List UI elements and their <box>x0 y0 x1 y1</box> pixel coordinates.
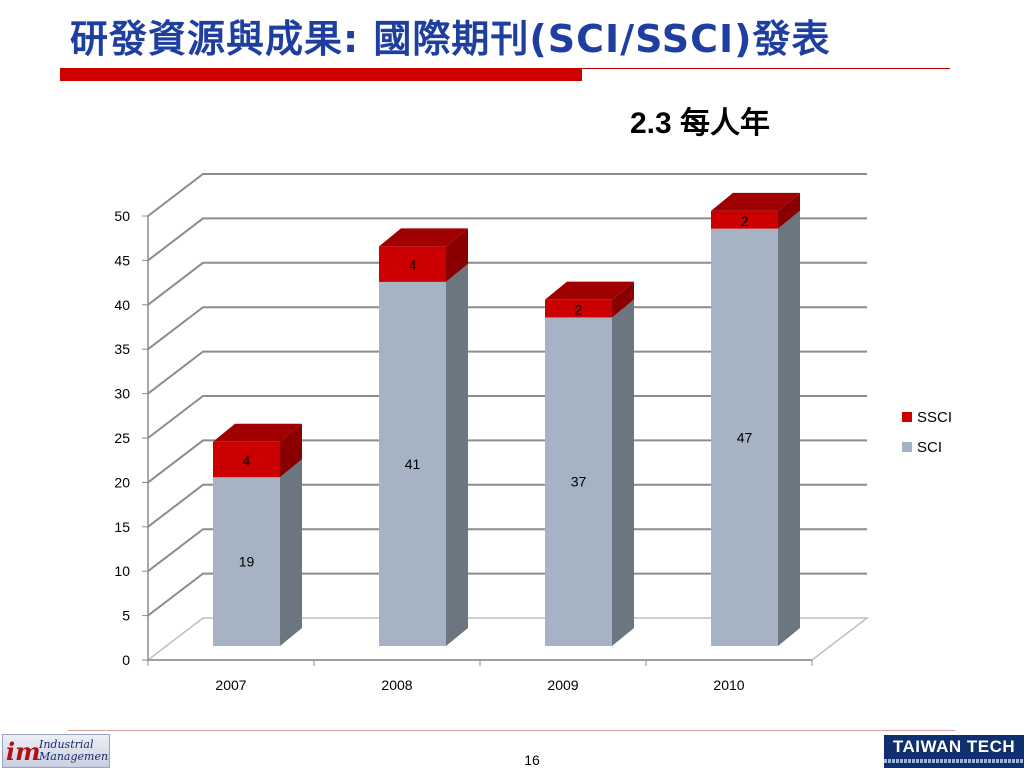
y-tick-label-10: 10 <box>114 563 130 579</box>
data-label-sci-2008: 41 <box>405 456 421 472</box>
bar-sci-2007 <box>213 477 280 646</box>
gridline-35 <box>147 306 867 350</box>
industrial-management-logo: im Industrial Management <box>2 734 110 768</box>
bar-top-2009 <box>545 281 634 300</box>
gridline-40 <box>147 261 867 306</box>
bar-side-ssci-2010 <box>778 192 800 229</box>
gridline-50 <box>147 173 867 217</box>
y-tick-label-15: 15 <box>114 519 130 535</box>
data-label-ssci-2009: 2 <box>575 302 583 318</box>
gridline-25 <box>147 395 867 439</box>
logo-text-line2: Management <box>39 750 110 763</box>
chart-legend: SSCI SCI <box>902 402 952 462</box>
bar-side-ssci-2007 <box>280 423 302 478</box>
y-tick-label-0: 0 <box>122 652 130 668</box>
y-tick-label-40: 40 <box>114 297 130 313</box>
taiwan-tech-name: TAIWAN TECH <box>892 737 1016 756</box>
gridline-5 <box>147 572 867 617</box>
data-label-ssci-2007: 4 <box>243 453 251 469</box>
title-underline <box>60 68 950 69</box>
bar-side-sci-2007 <box>280 459 302 646</box>
x-tick-label-2008: 2008 <box>381 677 412 693</box>
y-tick-label-5: 5 <box>122 608 130 624</box>
bar-sci-2010 <box>711 228 778 646</box>
y-tick-label-30: 30 <box>114 386 130 402</box>
legend-label-ssci: SSCI <box>917 408 953 426</box>
legend-swatch-sci <box>902 442 912 452</box>
gridline-30 <box>147 350 867 395</box>
bar-side-sci-2008 <box>446 263 468 646</box>
legend-label-sci: SCI <box>917 438 943 456</box>
data-label-ssci-2010: 2 <box>741 213 749 229</box>
data-label-sci-2007: 19 <box>239 554 255 570</box>
data-label-sci-2010: 47 <box>737 429 753 445</box>
gridline-15 <box>147 483 867 528</box>
gridline-45 <box>147 217 867 262</box>
bar-sci-2008 <box>379 281 446 646</box>
gridline-10 <box>147 528 867 572</box>
legend-item-ssci: SSCI <box>902 402 952 432</box>
y-tick-label-25: 25 <box>114 430 130 446</box>
y-tick-label-20: 20 <box>114 474 130 490</box>
bar-sci-2009 <box>545 317 612 646</box>
footer-divider <box>68 730 955 731</box>
y-tick-label-50: 50 <box>114 208 130 224</box>
bar-ssci-2007 <box>213 441 280 478</box>
data-label-sci-2009: 37 <box>571 474 587 490</box>
logo-text-line1: Industrial <box>39 738 94 751</box>
bar-side-sci-2009 <box>612 299 634 646</box>
logo-mark: im <box>6 737 41 766</box>
taiwan-tech-logo: TAIWAN TECH <box>884 735 1024 768</box>
bar-ssci-2009 <box>545 299 612 318</box>
slide-title: 研發資源與成果: 國際期刊(SCI/SSCI)發表 <box>70 17 831 61</box>
logo-text: Industrial Management <box>39 738 110 763</box>
x-tick-label-2007: 2007 <box>215 677 246 693</box>
y-tick-label-35: 35 <box>114 341 130 357</box>
bar-side-ssci-2008 <box>446 228 468 282</box>
gridline-20 <box>147 439 867 484</box>
bar-ssci-2008 <box>379 246 446 282</box>
bar-ssci-2010 <box>711 210 778 229</box>
bar-top-2008 <box>379 228 468 247</box>
title-accent-bar <box>60 69 582 81</box>
bar-side-sci-2010 <box>778 210 800 646</box>
bar-top-2010 <box>711 192 800 211</box>
data-label-ssci-2008: 4 <box>409 257 417 273</box>
legend-swatch-ssci <box>902 412 912 422</box>
bar-side-ssci-2009 <box>612 281 634 318</box>
taiwan-tech-fineprint <box>884 759 1024 763</box>
bar-top-2007 <box>213 423 302 442</box>
chart-subtitle: 2.3 每人年 <box>630 107 771 140</box>
page-number: 16 <box>524 752 540 768</box>
x-tick-label-2009: 2009 <box>547 677 578 693</box>
x-tick-label-2010: 2010 <box>713 677 744 693</box>
legend-item-sci: SCI <box>902 432 952 462</box>
y-tick-label-45: 45 <box>114 252 130 268</box>
